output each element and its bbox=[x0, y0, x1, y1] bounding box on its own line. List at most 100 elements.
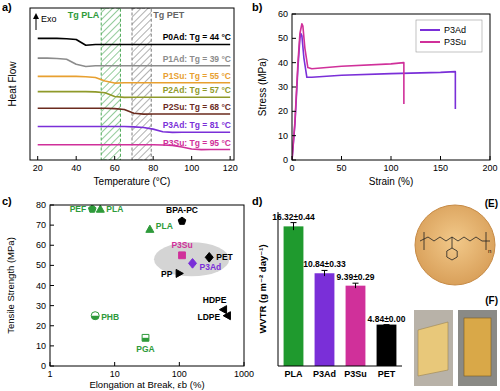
photo-label: (F) bbox=[485, 295, 498, 306]
structure-n: n bbox=[488, 248, 491, 254]
series-label: P2Ad: Tg = 57 °C bbox=[163, 85, 231, 95]
x-tick bbox=[244, 362, 245, 366]
y-tick-label: 80 bbox=[36, 200, 46, 210]
tg-region bbox=[132, 8, 151, 160]
point-label: PHB bbox=[101, 312, 119, 322]
y-tick bbox=[50, 265, 54, 266]
x-tick-label: 100 bbox=[184, 163, 199, 173]
marker-half bbox=[91, 316, 99, 320]
panel-label: d) bbox=[252, 195, 263, 207]
x-tick bbox=[153, 156, 154, 160]
error-bar bbox=[291, 223, 297, 231]
x-tick bbox=[114, 362, 115, 366]
error-bar bbox=[322, 270, 328, 276]
x-tick bbox=[76, 156, 77, 160]
y-title: WVTR (g m⁻² day⁻¹) bbox=[257, 244, 268, 333]
data-point bbox=[88, 205, 96, 212]
photo-film bbox=[464, 318, 491, 376]
x-tick-label: 10 bbox=[110, 369, 120, 379]
data-point bbox=[179, 252, 186, 259]
y-tick bbox=[50, 225, 54, 226]
x-tick-label: 100 bbox=[172, 369, 187, 379]
data-point bbox=[91, 312, 99, 320]
point-label: PEF bbox=[70, 204, 87, 214]
point-label: BPA-PC bbox=[166, 205, 198, 215]
y-tick-label: 40 bbox=[36, 281, 46, 291]
point-label: PLA bbox=[106, 204, 123, 214]
exo-label: Exo bbox=[41, 14, 57, 24]
stress-strain-curve bbox=[292, 33, 455, 160]
x-tick-label: 1000 bbox=[234, 369, 254, 379]
series-label: P1Su: Tg = 55 °C bbox=[163, 71, 231, 81]
frame bbox=[50, 205, 244, 366]
y-tick-label: 10 bbox=[36, 341, 46, 351]
y-tick-label: 60 bbox=[36, 240, 46, 250]
x-tick bbox=[292, 156, 293, 160]
y-tick bbox=[50, 305, 54, 306]
x-title: Temperature (°C) bbox=[94, 176, 171, 187]
x-tick bbox=[391, 156, 392, 160]
bar bbox=[346, 286, 366, 366]
data-point bbox=[205, 253, 213, 263]
data-label: 16.32±0.44 bbox=[272, 212, 315, 222]
data-point bbox=[96, 205, 104, 212]
structure-chain bbox=[420, 237, 490, 241]
x-tick bbox=[114, 156, 115, 160]
panel-label: c) bbox=[2, 195, 12, 207]
plot-area bbox=[88, 205, 230, 341]
photo-label: (E) bbox=[485, 198, 498, 209]
y-tick-label: 50 bbox=[278, 33, 288, 43]
legend-label: P3Ad bbox=[444, 25, 466, 35]
y-tick-label: 40 bbox=[278, 58, 288, 68]
x-tick-label: 150 bbox=[433, 163, 448, 173]
x-tick-label: 120 bbox=[223, 163, 238, 173]
data-point bbox=[219, 306, 226, 314]
region-label: Tg PET bbox=[153, 10, 185, 20]
point-label: P3Su bbox=[171, 240, 192, 250]
panel-label: a) bbox=[2, 1, 12, 13]
legend-swatch bbox=[420, 29, 440, 31]
y-tick-label: 20 bbox=[36, 321, 46, 331]
x-axis bbox=[278, 366, 402, 367]
y-axis bbox=[278, 212, 279, 366]
x-tick-label: 50 bbox=[336, 163, 346, 173]
y-tick bbox=[292, 111, 296, 112]
x-tick-label: 1 bbox=[47, 369, 52, 379]
data-point bbox=[178, 217, 186, 224]
legend-swatch bbox=[420, 41, 440, 43]
point-label: P3Ad bbox=[200, 262, 222, 272]
category-label: PLA bbox=[285, 369, 304, 379]
data-point bbox=[223, 312, 230, 320]
y-tick-label: 20 bbox=[278, 106, 288, 116]
category-label: P3Ad bbox=[313, 369, 336, 379]
frame bbox=[292, 14, 490, 160]
photo bbox=[414, 310, 453, 386]
photo bbox=[458, 310, 497, 386]
bar bbox=[315, 273, 335, 366]
x-tick-label: 100 bbox=[383, 163, 398, 173]
data-point bbox=[176, 269, 183, 277]
data-point bbox=[189, 259, 197, 269]
y-tick-label: 0 bbox=[283, 155, 288, 165]
x-title: Elongation at Break, εb (%) bbox=[89, 379, 204, 390]
y-tick bbox=[50, 345, 54, 346]
tg-region bbox=[101, 8, 120, 160]
y-tick bbox=[50, 366, 54, 367]
region-label: Tg PLA bbox=[68, 10, 100, 20]
y-title: Heat Flow bbox=[7, 61, 18, 107]
frame bbox=[30, 8, 234, 160]
x-tick bbox=[179, 362, 180, 366]
data-label: 4.84±0.00 bbox=[368, 314, 406, 324]
x-tick bbox=[191, 156, 192, 160]
y-tick-label: 50 bbox=[36, 260, 46, 270]
series-label: P3Ad: Tg = 81 °C bbox=[163, 120, 231, 130]
exo-arrow-head bbox=[33, 13, 39, 19]
point-label: PET bbox=[216, 252, 233, 262]
category-label: PET bbox=[378, 369, 396, 379]
series-label: P1Ad: Tg = 39 °C bbox=[163, 54, 231, 64]
y-tick-label: 10 bbox=[278, 131, 288, 141]
x-tick bbox=[50, 362, 51, 366]
stress-strain-curve bbox=[292, 24, 404, 160]
y-tick bbox=[50, 245, 54, 246]
figure: a)Tg PLATg PETP0Ad: Tg = 44 °CP1Ad: Tg =… bbox=[0, 0, 500, 391]
